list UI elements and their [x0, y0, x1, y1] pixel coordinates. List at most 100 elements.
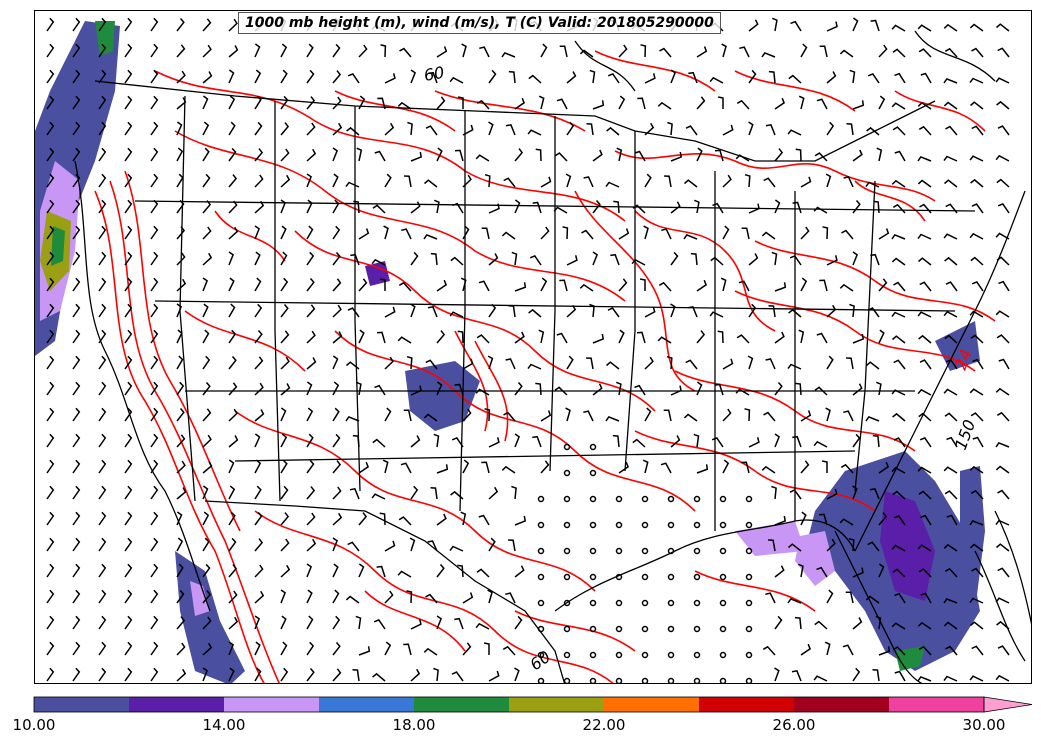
wind-barb — [124, 641, 133, 656]
wind-barb — [566, 304, 577, 318]
wind-barb — [944, 567, 958, 578]
wind-barb — [352, 434, 360, 448]
wind-barb — [670, 435, 681, 448]
wind-barb — [202, 382, 211, 396]
wind-barb — [488, 437, 500, 448]
wind-barb — [124, 199, 133, 214]
temperature-shading — [35, 21, 985, 683]
wind-barb — [616, 381, 622, 396]
wind-barb — [945, 358, 958, 370]
wind-barb — [280, 69, 288, 84]
wind-barb — [46, 69, 55, 84]
wind-barb — [848, 537, 855, 552]
wind-barb — [683, 413, 698, 422]
wind-barb — [478, 280, 490, 292]
wind-barb — [98, 95, 107, 110]
wind-barb — [514, 148, 524, 162]
wind-barb — [72, 667, 81, 682]
wind-barb — [150, 303, 159, 318]
wind-barb — [202, 590, 212, 604]
wind-barb — [528, 308, 542, 318]
wind-barb — [765, 123, 776, 136]
wind-barb — [280, 330, 290, 344]
wind-barb — [384, 173, 392, 188]
wind-barb — [228, 459, 235, 474]
wind-barb — [843, 176, 854, 188]
wind-barb — [592, 383, 603, 396]
wind-barb — [462, 459, 470, 474]
wind-barb-calm — [667, 599, 675, 607]
wind-barb — [919, 359, 932, 370]
wind-barb — [150, 199, 159, 214]
wind-barb — [878, 461, 890, 474]
wind-barb-calm — [589, 521, 597, 529]
wind-barb — [436, 464, 449, 474]
wind-barb — [711, 436, 724, 448]
wind-barb — [996, 23, 1010, 32]
wind-barb — [589, 303, 595, 318]
wind-barb — [228, 69, 235, 84]
wind-barb — [202, 226, 212, 240]
wind-barb — [280, 615, 287, 630]
wind-barb — [202, 408, 212, 422]
wind-barb — [891, 311, 906, 318]
wind-barb — [176, 121, 183, 136]
wind-barb — [814, 620, 828, 630]
wind-barb — [98, 121, 107, 136]
wind-barb — [891, 179, 906, 188]
colorbar-tick-label: 10.00 — [12, 716, 56, 734]
wind-barb — [919, 436, 932, 448]
wind-barb — [306, 563, 313, 578]
wind-barb — [535, 148, 542, 162]
wind-barb — [592, 100, 605, 110]
wind-barb — [400, 462, 412, 474]
wind-barb — [639, 278, 646, 291]
wind-barb — [634, 384, 646, 396]
wind-barb — [228, 356, 237, 370]
wind-barb — [332, 252, 341, 266]
wind-barb — [150, 69, 159, 84]
wind-barb — [632, 204, 646, 214]
wind-barb — [554, 386, 568, 396]
wind-barb — [893, 437, 906, 448]
wind-barb-calm — [693, 625, 701, 633]
wind-barb — [508, 305, 516, 318]
wind-barb — [254, 382, 264, 396]
wind-barb — [667, 121, 673, 136]
wind-barb-calm — [693, 677, 701, 683]
wind-barb — [660, 462, 672, 474]
wind-barb — [254, 590, 265, 604]
wind-barb-calm — [745, 651, 753, 659]
wind-barb — [374, 384, 386, 396]
wind-barb-calm — [615, 599, 623, 607]
wind-barb — [644, 306, 656, 318]
wind-barb — [744, 408, 751, 422]
wind-barb — [553, 206, 568, 214]
wind-barb — [98, 511, 107, 526]
wind-barb — [943, 597, 958, 604]
wind-barb — [664, 175, 672, 188]
wind-barb — [917, 544, 932, 552]
wind-barb — [306, 589, 313, 604]
wind-barb — [46, 407, 55, 422]
wind-barb — [788, 543, 802, 552]
wind-barb — [690, 252, 698, 266]
wind-barb — [969, 465, 984, 474]
wind-barb — [98, 329, 107, 344]
wind-barb — [488, 486, 499, 500]
wind-barb-calm — [563, 495, 571, 503]
wind-barb — [795, 382, 802, 396]
wind-barb — [696, 147, 703, 162]
wind-barb — [379, 278, 386, 291]
wind-barb — [202, 147, 210, 162]
wind-barb — [306, 43, 314, 58]
wind-barb — [748, 437, 760, 448]
wind-barb — [384, 306, 396, 318]
wind-barb — [46, 173, 55, 188]
wind-barb — [478, 514, 490, 526]
wind-barb — [398, 516, 412, 526]
wind-barb — [124, 17, 133, 32]
wind-barb — [825, 407, 831, 422]
wind-barb-calm — [719, 547, 727, 555]
wind-barb-calm — [563, 547, 571, 555]
